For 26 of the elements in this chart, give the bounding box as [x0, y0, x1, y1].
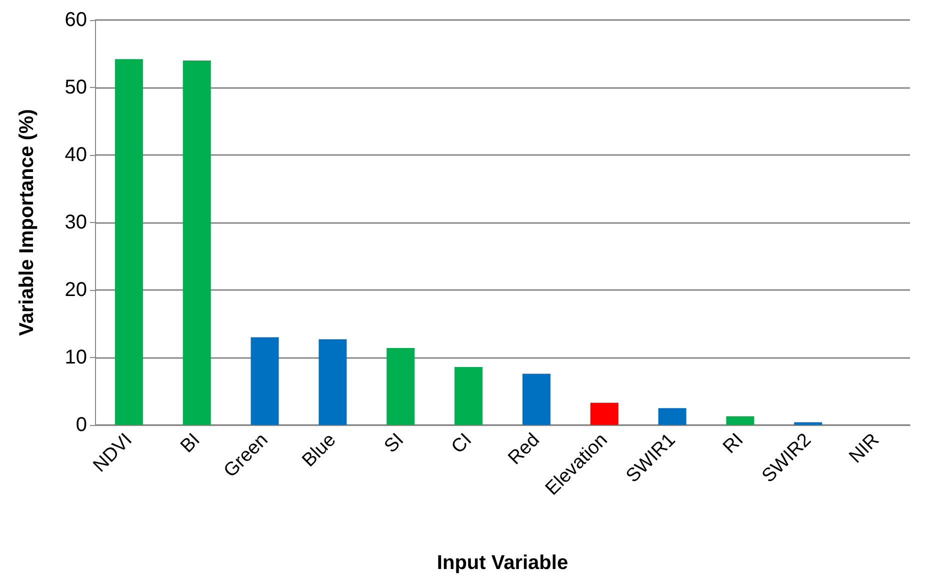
bar	[182, 60, 211, 425]
bar	[454, 366, 483, 425]
y-tick-label: 50	[64, 76, 87, 98]
x-tick-label: Blue	[298, 430, 340, 472]
bar	[114, 59, 143, 425]
y-tick-label: 40	[64, 144, 87, 166]
x-tick-label: RI	[719, 430, 748, 458]
x-axis-title: Input Variable	[436, 552, 568, 574]
bar	[590, 402, 618, 425]
bar	[726, 416, 754, 425]
y-tick-label: 30	[64, 212, 87, 234]
x-tick-label: CI	[448, 430, 476, 458]
y-axis-title: Variable Importance (%)	[16, 109, 38, 336]
bar	[794, 422, 822, 425]
x-tick-label: BI	[176, 430, 204, 458]
x-tick-label: SI	[380, 430, 408, 458]
y-tick-label: 10	[64, 346, 87, 368]
bar	[658, 408, 686, 425]
bar	[522, 374, 550, 425]
y-tick-label: 0	[76, 414, 87, 436]
bar	[386, 348, 415, 425]
bar	[318, 339, 347, 425]
y-tick-label: 20	[64, 279, 87, 301]
x-tick-label: NIR	[845, 430, 884, 468]
y-tick-label: 60	[64, 9, 87, 31]
bar	[250, 337, 279, 425]
